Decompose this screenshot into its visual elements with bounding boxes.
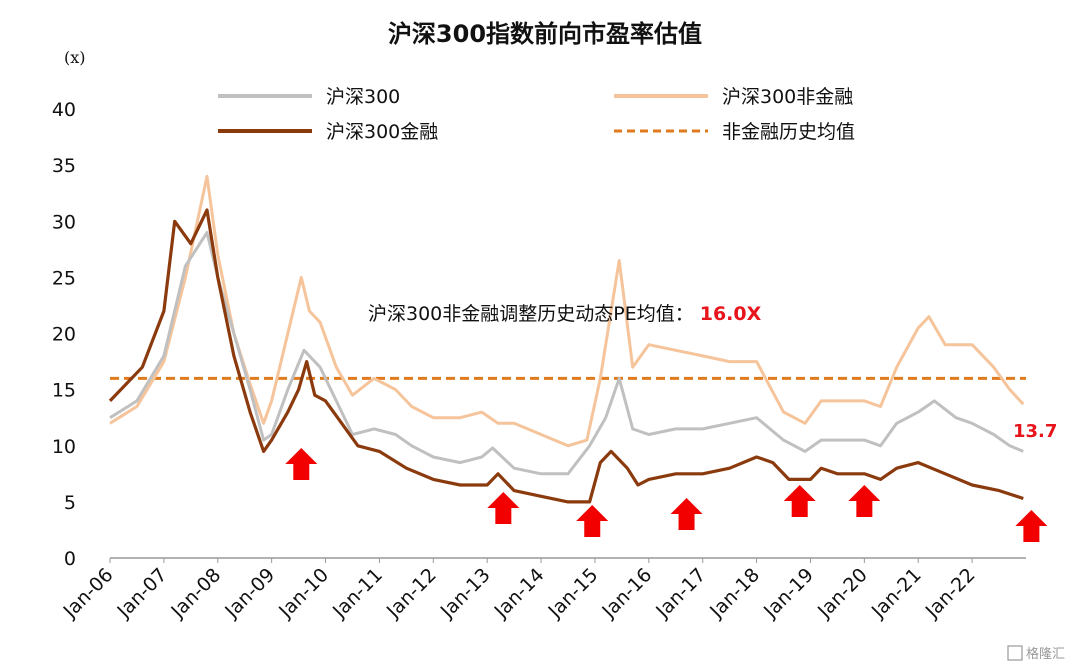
arrow-up-icon [576, 505, 609, 537]
x-tick-label: Jan-11 [328, 564, 387, 623]
arrow-layer [285, 448, 1048, 542]
x-tick-label: Jan-07 [112, 564, 171, 623]
watermark-text: 格隆汇 [1026, 646, 1065, 662]
series-line-nonfin [109, 174, 1025, 448]
annotation-value: 16.0X [700, 303, 762, 325]
axes: 0 5 10 15 20 25 30 35 40 Jan-06Jan-07Jan-08Jan-09… [52, 99, 1026, 623]
chart-title: 沪深300指数前向市盈率估值 [388, 20, 702, 48]
x-tick-label: Jan-12 [382, 564, 441, 623]
arrow-up-icon [848, 485, 881, 517]
x-tick-label: Jan-14 [490, 564, 549, 623]
arrow-up-icon [783, 485, 816, 517]
x-tick-label: Jan-18 [705, 564, 764, 623]
x-tick-label: Jan-16 [597, 564, 656, 623]
y-tick-label: 10 [52, 436, 76, 458]
legend-label-hist-mean: 非金融历史均值 [722, 121, 855, 143]
x-tick-label: Jan-15 [544, 564, 603, 623]
legend-label-hs300: 沪深300 [326, 86, 400, 108]
x-tick-label: Jan-19 [759, 564, 818, 623]
y-tick-label: 30 [52, 211, 76, 233]
arrow-up-icon [487, 492, 520, 524]
series-line-hs300 [109, 231, 1024, 476]
y-unit-label: (x) [64, 48, 86, 67]
arrow-up-icon [1015, 510, 1048, 542]
legend: 沪深300 沪深300非金融 沪深300金融 非金融历史均值 [218, 86, 855, 143]
y-tick-label: 40 [52, 99, 76, 121]
y-tick-label: 15 [52, 380, 76, 402]
x-tick-label: Jan-08 [166, 564, 225, 623]
watermark: 格隆汇 [1007, 645, 1065, 662]
series-line-fin [108, 208, 1024, 504]
x-tick-label: Jan-20 [813, 564, 872, 623]
arrow-up-icon [670, 498, 703, 530]
end-value-label: 13.7 [1013, 421, 1057, 442]
x-tick-label: Jan-10 [274, 564, 333, 623]
y-tick-label: 5 [64, 492, 76, 514]
x-tick-label: Jan-09 [220, 564, 279, 623]
legend-label-nonfin: 沪深300非金融 [722, 86, 853, 108]
legend-label-fin: 沪深300金融 [326, 121, 438, 143]
series-layer [108, 174, 1025, 504]
x-tick-label: Jan-22 [921, 564, 980, 623]
x-tick-label: Jan-13 [436, 564, 495, 623]
watermark-logo-icon [1007, 645, 1023, 661]
x-tick-label: Jan-06 [59, 564, 118, 623]
annotation-text: 沪深300非金融调整历史动态PE均值： 16.0X [368, 303, 762, 325]
arrow-up-icon [285, 448, 318, 480]
y-tick-label: 25 [52, 267, 76, 289]
y-tick-label: 20 [52, 324, 76, 346]
x-tick-label: Jan-17 [651, 564, 710, 623]
y-tick-label: 0 [64, 548, 76, 570]
y-tick-label: 35 [52, 155, 76, 177]
annotation-label: 沪深300非金融调整历史动态PE均值： [368, 303, 694, 325]
x-tick-label: Jan-21 [867, 564, 926, 623]
